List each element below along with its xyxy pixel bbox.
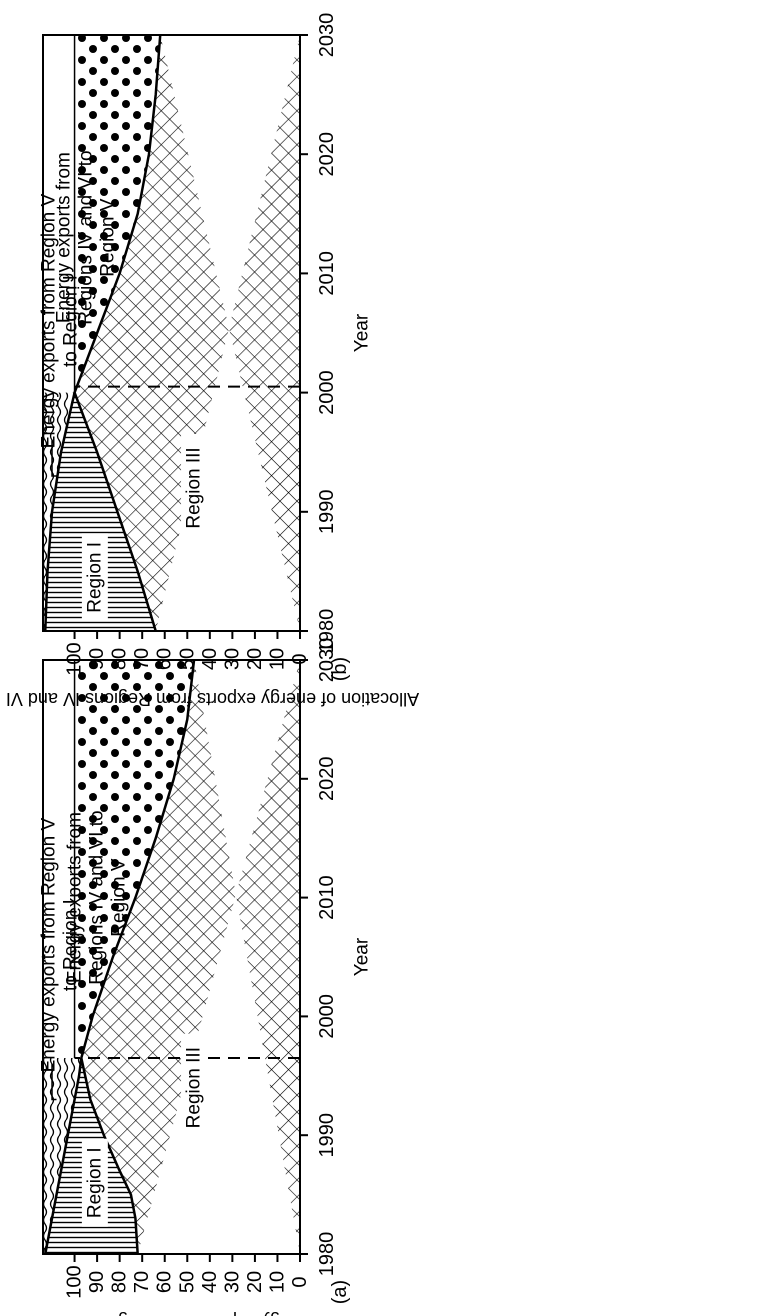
region-i-label-bg: [81, 533, 108, 622]
region-v-label: Region V: [109, 858, 130, 936]
y-tick-label: 20: [244, 1271, 266, 1293]
x-tick-label: 2020: [316, 757, 338, 802]
x-tick-label: 2000: [316, 370, 338, 415]
label-leader-line: [51, 1063, 57, 1101]
y-tick-label: 60: [154, 648, 176, 670]
y-tick-label: 40: [199, 1271, 221, 1293]
region-v-label: Regions IV and VI to: [75, 150, 96, 324]
region-i-label: Region I: [84, 1147, 105, 1218]
region-v-to-i-label: Energy exports from Region V: [38, 194, 59, 449]
region-iii-boundary-line: [73, 34, 162, 632]
x-tick-label: 1980: [316, 609, 338, 654]
region-iii-label: Region III: [184, 1047, 205, 1128]
y-tick-label: 0: [289, 653, 311, 664]
x-tick-label: 2030: [316, 13, 338, 58]
region-iii-label: Region III: [184, 447, 205, 528]
y-tick-label: 70: [131, 1271, 153, 1293]
panel-label: (a): [329, 1280, 351, 1304]
y-tick-label: 30: [221, 648, 243, 670]
panel-b: 198019902000201020202030Year010203040506…: [0, 13, 419, 709]
region-v-to-i-label: to Region I: [60, 899, 81, 991]
x-tick-label: 2010: [316, 251, 338, 296]
x-tick-label: 2030: [316, 638, 338, 683]
y-tick-label: 50: [176, 648, 198, 670]
x-tick-label: 2010: [316, 875, 338, 920]
x-tick-label: 1980: [316, 1232, 338, 1277]
region-iii-label-bg: [181, 433, 208, 542]
y-tick-label: 20: [244, 648, 266, 670]
y-tick-label: 50: [176, 1271, 198, 1293]
region-v-label: Energy exports from: [65, 812, 86, 983]
y-tick-label: 60: [154, 1271, 176, 1293]
y-tick-label: 100: [64, 1265, 86, 1298]
region-v-label: Region V: [97, 198, 118, 276]
y-tick-label: 10: [266, 648, 288, 670]
x-tick-label: 2020: [316, 132, 338, 177]
plot-frame: [42, 659, 301, 1255]
region-iii-label-bg: [181, 1033, 208, 1142]
region-iii-boundary-line: [80, 659, 196, 1255]
region-v-to-i-wavy-area: [43, 1057, 82, 1254]
region-i-boundary-line: [44, 392, 76, 632]
region-v-label: Energy exports from: [53, 152, 74, 323]
region-iii-area: [81, 660, 301, 1254]
region-i-boundary-line: [44, 1057, 83, 1255]
x-tick-label: 2000: [316, 994, 338, 1039]
region-v-dotted-area: [74, 660, 195, 1058]
region-v-to-i-label: to Region I: [60, 275, 81, 367]
x-tick-label: 1990: [316, 1113, 338, 1158]
region-v-dotted-area: [74, 35, 161, 393]
y-tick-label: 10: [266, 1271, 288, 1293]
region-v-label: Regions IV and VI to: [87, 810, 108, 984]
y-tick-label: 80: [109, 1271, 131, 1293]
label-leader-line: [51, 440, 57, 477]
region-i-area: [45, 392, 156, 631]
x-axis-label: Year: [352, 313, 373, 352]
panel-label: (b): [329, 657, 351, 681]
y-tick-label: 30: [221, 1271, 243, 1293]
y-tick-label: 80: [109, 648, 131, 670]
panel-a: 198019902000201020202030Year010203040506…: [0, 638, 419, 1316]
y-tick-label: 100: [64, 642, 86, 675]
y-axis-label: Allocation of energy exports from Region…: [0, 689, 419, 709]
y-tick-label: 0: [289, 1276, 311, 1287]
region-iii-area: [74, 35, 300, 631]
x-tick-label: 1990: [316, 490, 338, 535]
region-i-label: Region I: [84, 542, 105, 613]
region-i-label-bg: [81, 1138, 108, 1227]
plot-frame: [42, 34, 301, 632]
x-axis-label: Year: [352, 937, 373, 976]
y-tick-label: 90: [86, 648, 108, 670]
y-tick-label: 70: [131, 648, 153, 670]
region-v-to-i-wavy-area: [43, 392, 75, 631]
y-tick-label: 40: [199, 648, 221, 670]
region-v-to-i-label: Energy exports from Region V: [38, 818, 59, 1073]
y-axis-label: Allocation of energy exports from Region…: [0, 1312, 419, 1316]
y-tick-label: 90: [86, 1271, 108, 1293]
